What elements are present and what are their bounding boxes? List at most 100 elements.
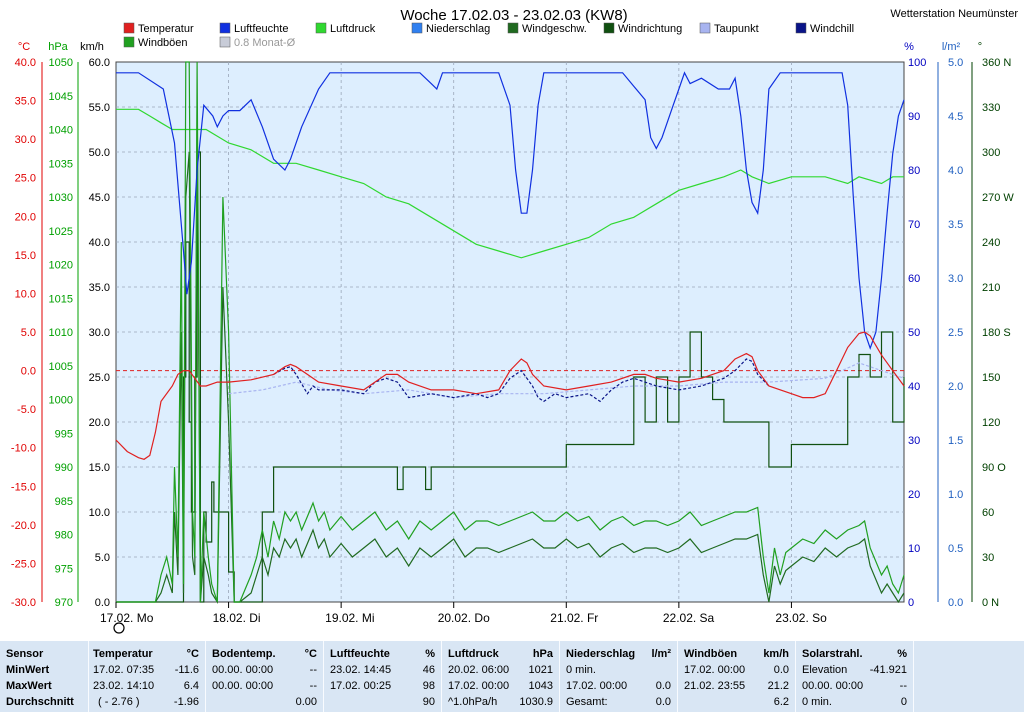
- series: [115, 61, 905, 605]
- tick-pressure: 1025: [49, 226, 73, 238]
- axis-unit-labels: °C hPa km/h% l/m² °: [18, 41, 982, 53]
- legend-label: Windrichtung: [618, 23, 682, 35]
- stats-min-label: MinWert: [6, 664, 50, 676]
- stats-press-max-time: 17.02. 00:00: [448, 680, 510, 692]
- statistics-panel: Sensor MinWert MaxWert Durchschnitt Temp…: [0, 641, 1024, 712]
- stats-temp-header: Temperatur: [93, 648, 153, 660]
- tick-pressure: 970: [55, 597, 73, 609]
- tick-wind: 50.0: [89, 147, 110, 159]
- tick-rain: 0.5: [948, 543, 963, 555]
- legend-swatch: [411, 22, 423, 34]
- stats-rain-unit: l/m²: [651, 648, 671, 660]
- legend-swatch: [219, 36, 231, 48]
- stats-solar-elevation-value: -41.921: [869, 664, 907, 676]
- stats-soil-avg-value: 0.00: [295, 696, 317, 708]
- stats-gust-max-value: 21.2: [767, 680, 789, 692]
- legend-label: Niederschlag: [426, 23, 490, 35]
- stats-hum-unit: %: [425, 648, 435, 660]
- tick-rain: 3.5: [948, 219, 963, 231]
- tick-humidity: 80: [908, 165, 920, 177]
- tick-temperature: 10.0: [15, 288, 36, 300]
- stats-temp-unit: °C: [186, 648, 199, 660]
- tick-pressure: 980: [55, 530, 73, 542]
- tick-wind: 30.0: [89, 327, 110, 339]
- tick-pressure: 1010: [49, 327, 73, 339]
- tick-wind: 15.0: [89, 462, 110, 474]
- tick-pressure: 990: [55, 462, 73, 474]
- stats-pressure: Luftdruck hPa 20.02. 06:00 1021 17.02. 00:…: [442, 641, 560, 712]
- stats-rain-max-time: 17.02. 00:00: [566, 680, 628, 692]
- stats-press-max-value: 1043: [528, 680, 553, 692]
- stats-solar-max-time: 00.00. 00:00: [802, 680, 864, 692]
- tick-pressure: 1045: [49, 91, 73, 103]
- tick-pressure: 1035: [49, 158, 73, 170]
- cursor-marker[interactable]: [113, 622, 125, 634]
- stats-solar-header: Solarstrahl.: [802, 648, 863, 660]
- tick-pressure: 1030: [49, 192, 73, 204]
- stats-soil-max-time: 00.00. 00:00: [212, 680, 274, 692]
- stats-avg-label: Durchschnitt: [6, 696, 74, 708]
- tick-humidity: 50: [908, 327, 920, 339]
- series-windchill: [273, 358, 770, 403]
- tick-rain: 3.0: [948, 273, 963, 285]
- stats-solar-avg-value: 0: [900, 696, 907, 708]
- tick-wind: 0.0: [95, 597, 110, 609]
- axis-unit-pressure: hPa: [48, 41, 68, 53]
- chart-title: Woche 17.02.03 - 23.02.03 (KW8): [400, 7, 627, 24]
- series-temperatur: [115, 331, 905, 460]
- stats-hum-header: Luftfeuchte: [330, 648, 390, 660]
- stats-rain-max-value: 0.0: [655, 680, 671, 692]
- stats-gust-min-value: 0.0: [773, 664, 789, 676]
- stats-rain: Niederschlag l/m² 0 min. 17.02. 00:00 0.0 …: [560, 641, 678, 712]
- stats-solar-max-value: --: [899, 680, 907, 692]
- tick-direction: 180 S: [982, 327, 1011, 339]
- tick-humidity: 20: [908, 489, 920, 501]
- legend-label: Windchill: [810, 23, 854, 35]
- stats-gust-max-time: 21.02. 23:55: [684, 680, 746, 692]
- stats-gust-min-time: 17.02. 00:00: [684, 664, 746, 676]
- x-tick-label: 18.02. Di: [213, 611, 261, 625]
- tick-humidity: 10: [908, 543, 920, 555]
- tick-temperature: -20.0: [11, 520, 36, 532]
- series-taupunkt: [228, 362, 905, 399]
- tick-rain: 2.5: [948, 327, 963, 339]
- stats-rain-total-label: Gesamt:: [566, 696, 608, 708]
- tick-temperature: 15.0: [15, 250, 36, 262]
- tick-pressure: 1050: [49, 57, 73, 69]
- tick-direction: 0 N: [982, 597, 999, 609]
- tick-humidity: 70: [908, 219, 920, 231]
- x-tick-label: 19.02. Mi: [325, 611, 374, 625]
- tick-pressure: 1040: [49, 125, 73, 137]
- tick-pressure: 1020: [49, 260, 73, 272]
- legend-label: Luftfeuchte: [234, 23, 288, 35]
- tick-humidity: 0: [908, 597, 914, 609]
- tick-direction: 30: [982, 552, 994, 564]
- tick-humidity: 100: [908, 57, 926, 69]
- stats-soil-max-value: --: [309, 680, 317, 692]
- axis-unit-wind: km/h: [80, 41, 104, 53]
- legend-label: 0.8 Monat-Ø: [234, 37, 296, 49]
- legend-label: Windböen: [138, 37, 188, 49]
- stats-rain-total-value: 0.0: [655, 696, 671, 708]
- tick-rain: 1.5: [948, 435, 963, 447]
- stats-hum-max-time: 17.02. 00:25: [330, 680, 392, 692]
- tick-temperature: -5.0: [17, 404, 36, 416]
- tick-rain: 1.0: [948, 489, 963, 501]
- stats-hum-max-value: 98: [422, 680, 435, 692]
- stats-press-trend: ^1.0hPa/h: [448, 696, 498, 708]
- series-luftdruck: [116, 108, 904, 259]
- stats-gust-unit: km/h: [763, 648, 789, 660]
- stats-temp-avg-note: ( - 2.76 ): [98, 696, 140, 708]
- weather-chart: Woche 17.02.03 - 23.02.03 (KW8) Wetterst…: [0, 0, 1024, 641]
- x-tick-label: 17.02. Mo: [100, 611, 154, 625]
- tick-wind: 25.0: [89, 372, 110, 384]
- stats-press-header: Luftdruck: [448, 648, 499, 660]
- legend-swatch: [699, 22, 711, 34]
- stats-rain-header: Niederschlag: [566, 648, 636, 660]
- tick-direction: 210: [982, 282, 1000, 294]
- tick-wind: 20.0: [89, 417, 110, 429]
- legend-swatch: [603, 22, 615, 34]
- tick-wind: 45.0: [89, 192, 110, 204]
- tick-wind: 35.0: [89, 282, 110, 294]
- tick-direction: 330: [982, 102, 1000, 114]
